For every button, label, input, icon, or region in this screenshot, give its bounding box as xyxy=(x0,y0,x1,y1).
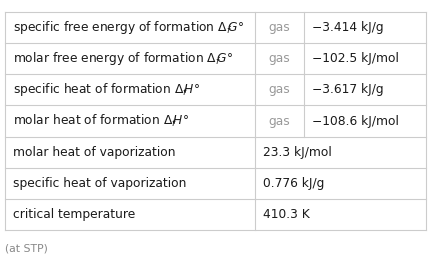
Text: −3.414 kJ/g: −3.414 kJ/g xyxy=(311,21,382,34)
Text: gas: gas xyxy=(268,52,290,65)
Text: critical temperature: critical temperature xyxy=(13,208,135,221)
Text: specific free energy of formation $\Delta_f\!\mathit{G}$°: specific free energy of formation $\Delt… xyxy=(13,19,243,36)
Text: 410.3 K: 410.3 K xyxy=(263,208,309,221)
Text: 23.3 kJ/mol: 23.3 kJ/mol xyxy=(263,146,331,159)
Text: molar heat of formation $\Delta_f\!\mathit{H}$°: molar heat of formation $\Delta_f\!\math… xyxy=(13,113,189,129)
Text: 0.776 kJ/g: 0.776 kJ/g xyxy=(263,177,324,190)
Text: −102.5 kJ/mol: −102.5 kJ/mol xyxy=(311,52,398,65)
Text: gas: gas xyxy=(268,115,290,128)
Text: specific heat of vaporization: specific heat of vaporization xyxy=(13,177,186,190)
Text: molar free energy of formation $\Delta_f\!\mathit{G}$°: molar free energy of formation $\Delta_f… xyxy=(13,50,232,67)
Text: −108.6 kJ/mol: −108.6 kJ/mol xyxy=(311,115,398,128)
Text: molar heat of vaporization: molar heat of vaporization xyxy=(13,146,175,159)
Text: (at STP): (at STP) xyxy=(5,243,48,253)
Text: −3.617 kJ/g: −3.617 kJ/g xyxy=(311,83,382,96)
Text: specific heat of formation $\Delta_f\!\mathit{H}$°: specific heat of formation $\Delta_f\!\m… xyxy=(13,82,200,98)
Text: gas: gas xyxy=(268,21,290,34)
Text: gas: gas xyxy=(268,83,290,96)
